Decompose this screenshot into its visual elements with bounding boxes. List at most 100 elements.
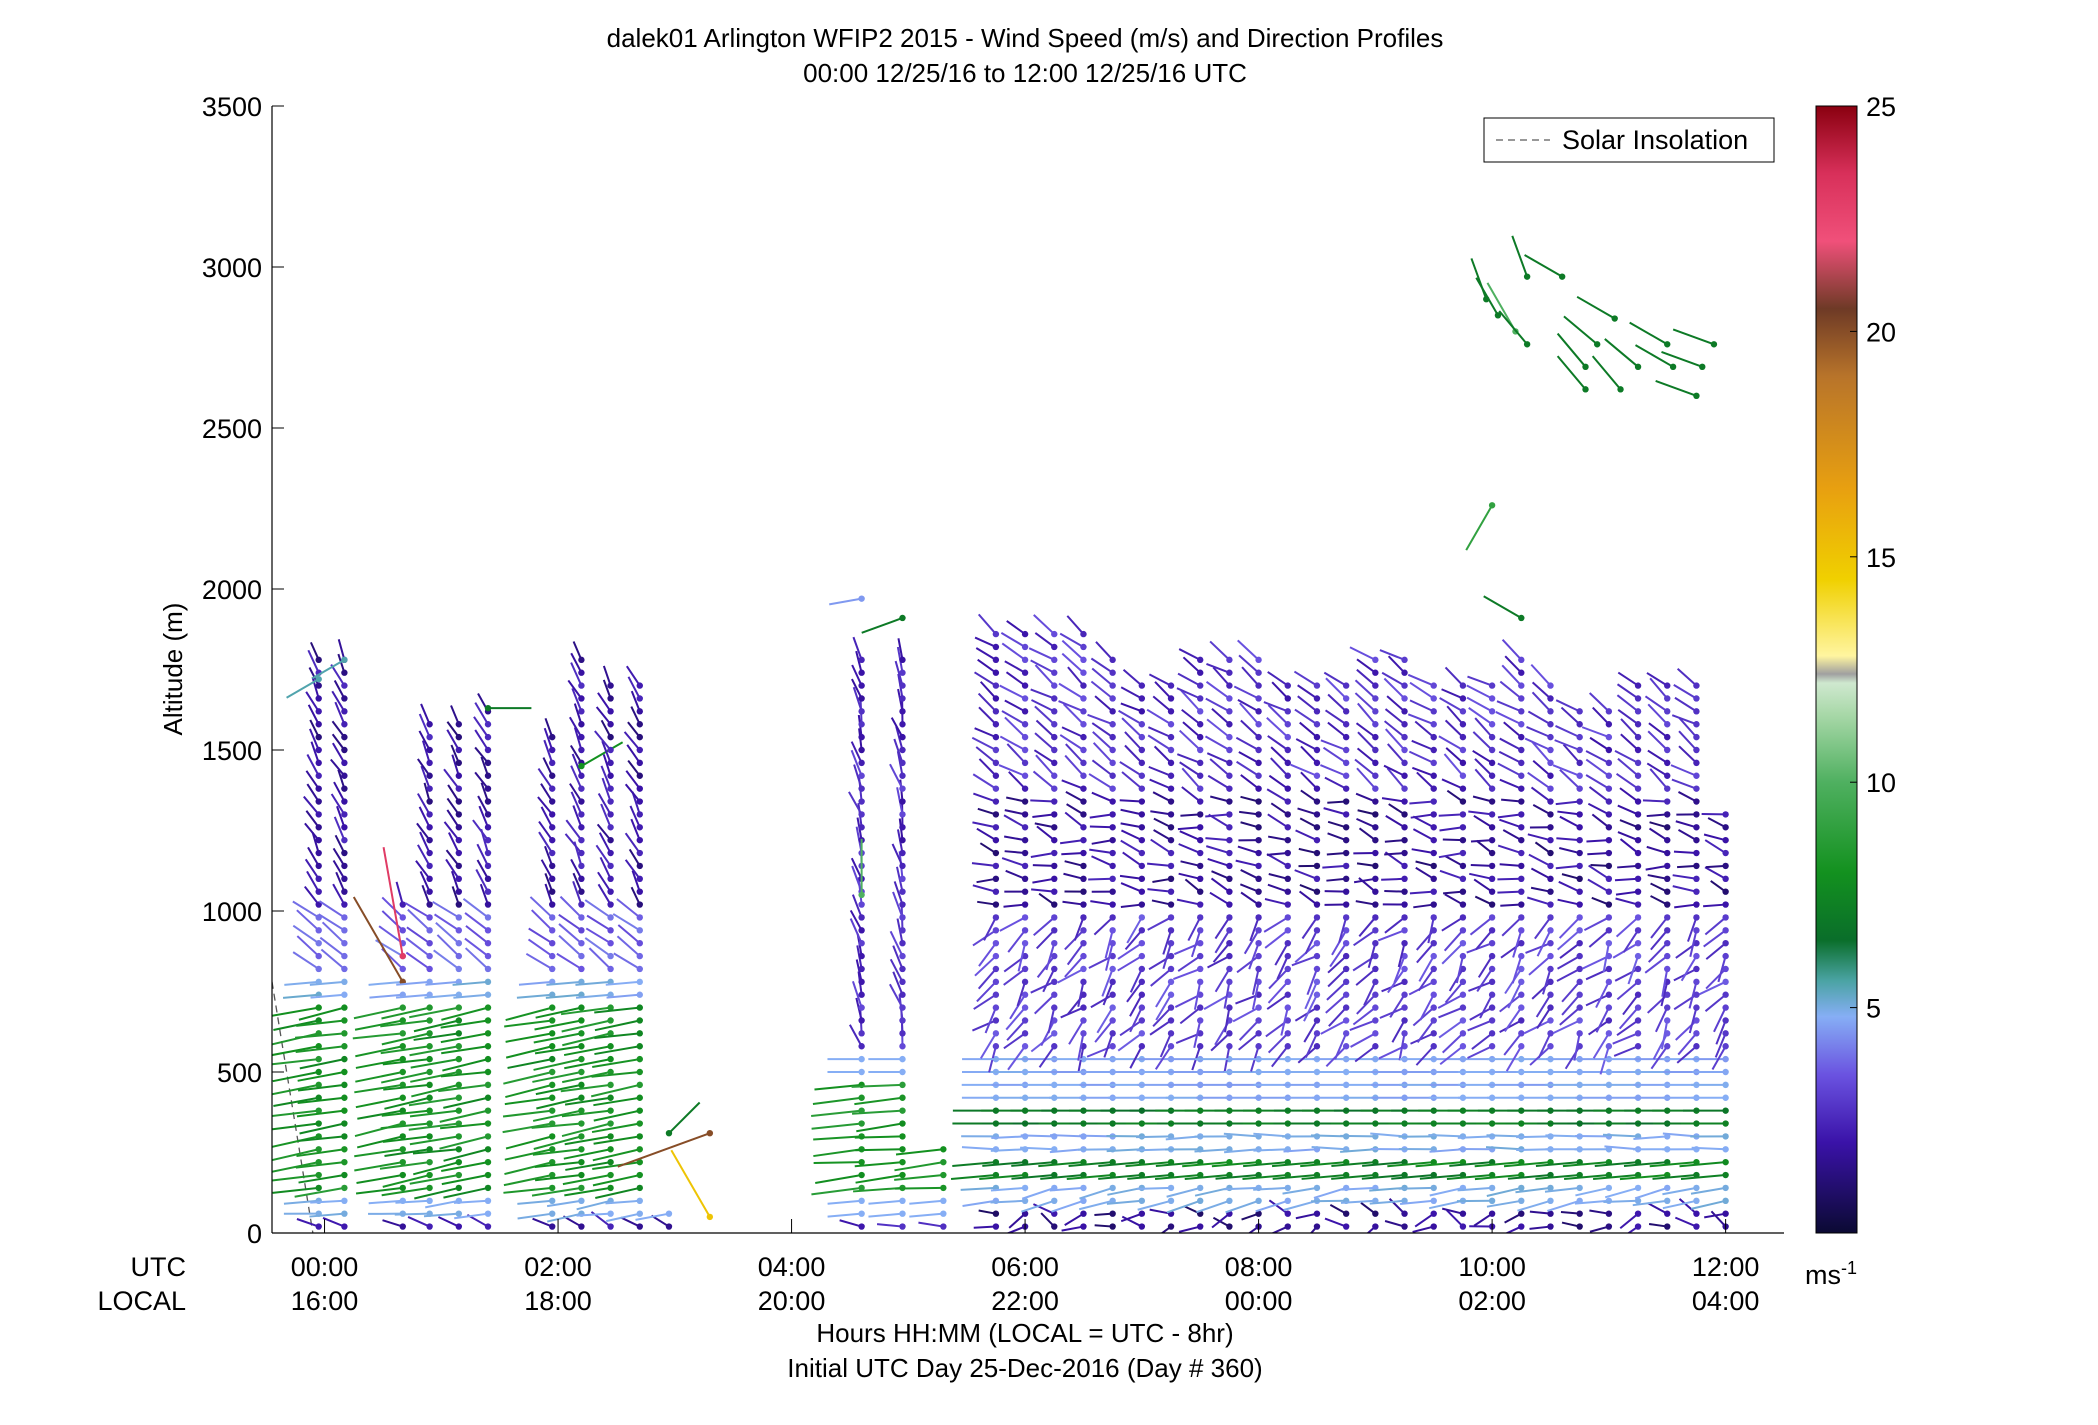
wind-barb-point — [1430, 862, 1437, 870]
wind-barb-point — [899, 721, 906, 728]
wind-barb-point — [578, 927, 585, 934]
wind-barb-point — [399, 1017, 406, 1024]
wind-barb-point — [455, 746, 463, 754]
wind-barb-point — [1342, 1030, 1350, 1037]
wind-barb-point — [1372, 798, 1379, 805]
wind-barb-shaft — [1415, 1045, 1435, 1066]
wind-barb-shaft — [1498, 310, 1528, 345]
wind-barb-shaft — [1297, 684, 1318, 700]
wind-barb-point — [455, 1030, 463, 1037]
wind-barb-shaft — [1331, 1161, 1376, 1168]
wind-barb-point — [484, 759, 492, 767]
wind-barb-shaft — [272, 1032, 319, 1046]
wind-barb-point — [484, 1055, 492, 1063]
wind-barb-shaft — [635, 1212, 670, 1221]
wind-barb-point — [426, 888, 433, 895]
wind-barb-shaft — [419, 831, 431, 854]
wind-barb-point — [1372, 695, 1379, 702]
wind-barb-point — [1342, 759, 1350, 767]
wind-barb-point — [1021, 875, 1029, 882]
wind-barb-shaft — [1209, 640, 1231, 661]
wind-barb-shaft — [971, 862, 997, 867]
wind-barb-shaft — [1497, 813, 1522, 819]
wind-barb-shaft — [971, 736, 997, 751]
wind-barb-shaft — [630, 818, 641, 841]
wind-barb-point — [607, 785, 614, 792]
wind-barb-shaft — [1646, 762, 1668, 777]
wind-barb-shaft — [307, 649, 320, 674]
wind-barb-point — [484, 1197, 492, 1205]
wind-barb-shaft — [1206, 752, 1230, 764]
wind-barb-shaft — [337, 769, 346, 789]
wind-barb-shaft — [1535, 1174, 1580, 1180]
wind-barb-point — [1313, 849, 1321, 857]
wind-barb-shaft — [1705, 864, 1726, 869]
wind-barb-point — [1634, 824, 1642, 831]
wind-barb-point — [1080, 965, 1087, 973]
wind-barb-shaft — [1267, 704, 1289, 725]
wind-barb-point — [1051, 759, 1058, 767]
wind-barb-shaft — [1255, 1199, 1289, 1213]
wind-barb-point — [1138, 1030, 1146, 1037]
wind-barb-point — [1284, 940, 1291, 947]
wind-barb-shaft — [580, 741, 624, 767]
wind-barb-point — [1021, 708, 1029, 715]
legend-label: Solar Insolation — [1562, 125, 1748, 155]
wind-barb-point — [1138, 772, 1146, 779]
wind-barb-point — [1197, 836, 1204, 844]
wind-barb-point — [1459, 927, 1467, 934]
wind-barb-shaft — [446, 729, 460, 751]
wind-barb-point — [992, 1017, 1000, 1024]
wind-barb-point — [1372, 682, 1379, 689]
wind-barb-point — [399, 952, 406, 960]
wind-barb-point — [1547, 785, 1554, 792]
wind-barb-point — [1634, 785, 1642, 792]
wind-barb-shaft — [1614, 877, 1639, 882]
wind-barb-point — [1693, 1223, 1700, 1230]
wind-barb-shaft — [1007, 929, 1026, 953]
wind-barb-shaft — [533, 1032, 582, 1044]
wind-barb-point — [1021, 1184, 1029, 1192]
wind-barb-point — [1518, 746, 1525, 754]
wind-barb-point — [636, 965, 643, 973]
wind-barb-shaft — [1215, 1174, 1259, 1180]
wind-barb-point — [992, 811, 1000, 818]
wind-barb-point — [1313, 1210, 1321, 1217]
wind-barb-shaft — [999, 916, 1026, 932]
wind-barb-shaft — [1474, 717, 1493, 738]
wind-barb-point — [1518, 965, 1525, 973]
wind-barb-point — [455, 875, 463, 882]
wind-barb-shaft — [446, 809, 460, 828]
wind-barb-point — [1634, 927, 1642, 934]
wind-barb-shaft — [1497, 877, 1522, 881]
wind-barb-point — [1342, 978, 1350, 986]
wind-barb-point — [578, 875, 585, 882]
wind-barb-point — [1021, 630, 1029, 638]
wind-barb-point — [341, 978, 348, 986]
wind-barb-shaft — [296, 1109, 345, 1118]
wind-barb-point — [1226, 669, 1233, 676]
wind-barb-point — [1605, 1184, 1613, 1192]
wind-barb-shaft — [435, 922, 460, 944]
wind-barb-shaft — [853, 764, 863, 789]
wind-barb-point — [1459, 940, 1467, 947]
wind-barb-point — [1080, 811, 1087, 818]
wind-barb-shaft — [1446, 705, 1464, 725]
wind-barb-point — [426, 965, 433, 973]
wind-barb-shaft — [443, 1148, 489, 1162]
wind-barb-point — [1401, 978, 1408, 986]
wind-barb-point — [1664, 888, 1671, 895]
wind-barb-shaft — [1073, 917, 1085, 941]
wind-barb-shaft — [1030, 799, 1055, 803]
wind-barb-shaft — [978, 706, 997, 725]
wind-barb-shaft — [1003, 814, 1026, 829]
wind-barb-point — [1693, 721, 1700, 728]
wind-barb-point — [1699, 363, 1706, 371]
wind-barb-shaft — [602, 679, 612, 699]
wind-barb-point — [1080, 952, 1087, 960]
wind-barb-shaft — [1527, 771, 1552, 790]
wind-barb-shaft — [1063, 872, 1084, 880]
wind-barb-shaft — [1243, 929, 1260, 955]
wind-barb-point — [1430, 1043, 1437, 1050]
wind-barb-point — [1605, 772, 1613, 779]
